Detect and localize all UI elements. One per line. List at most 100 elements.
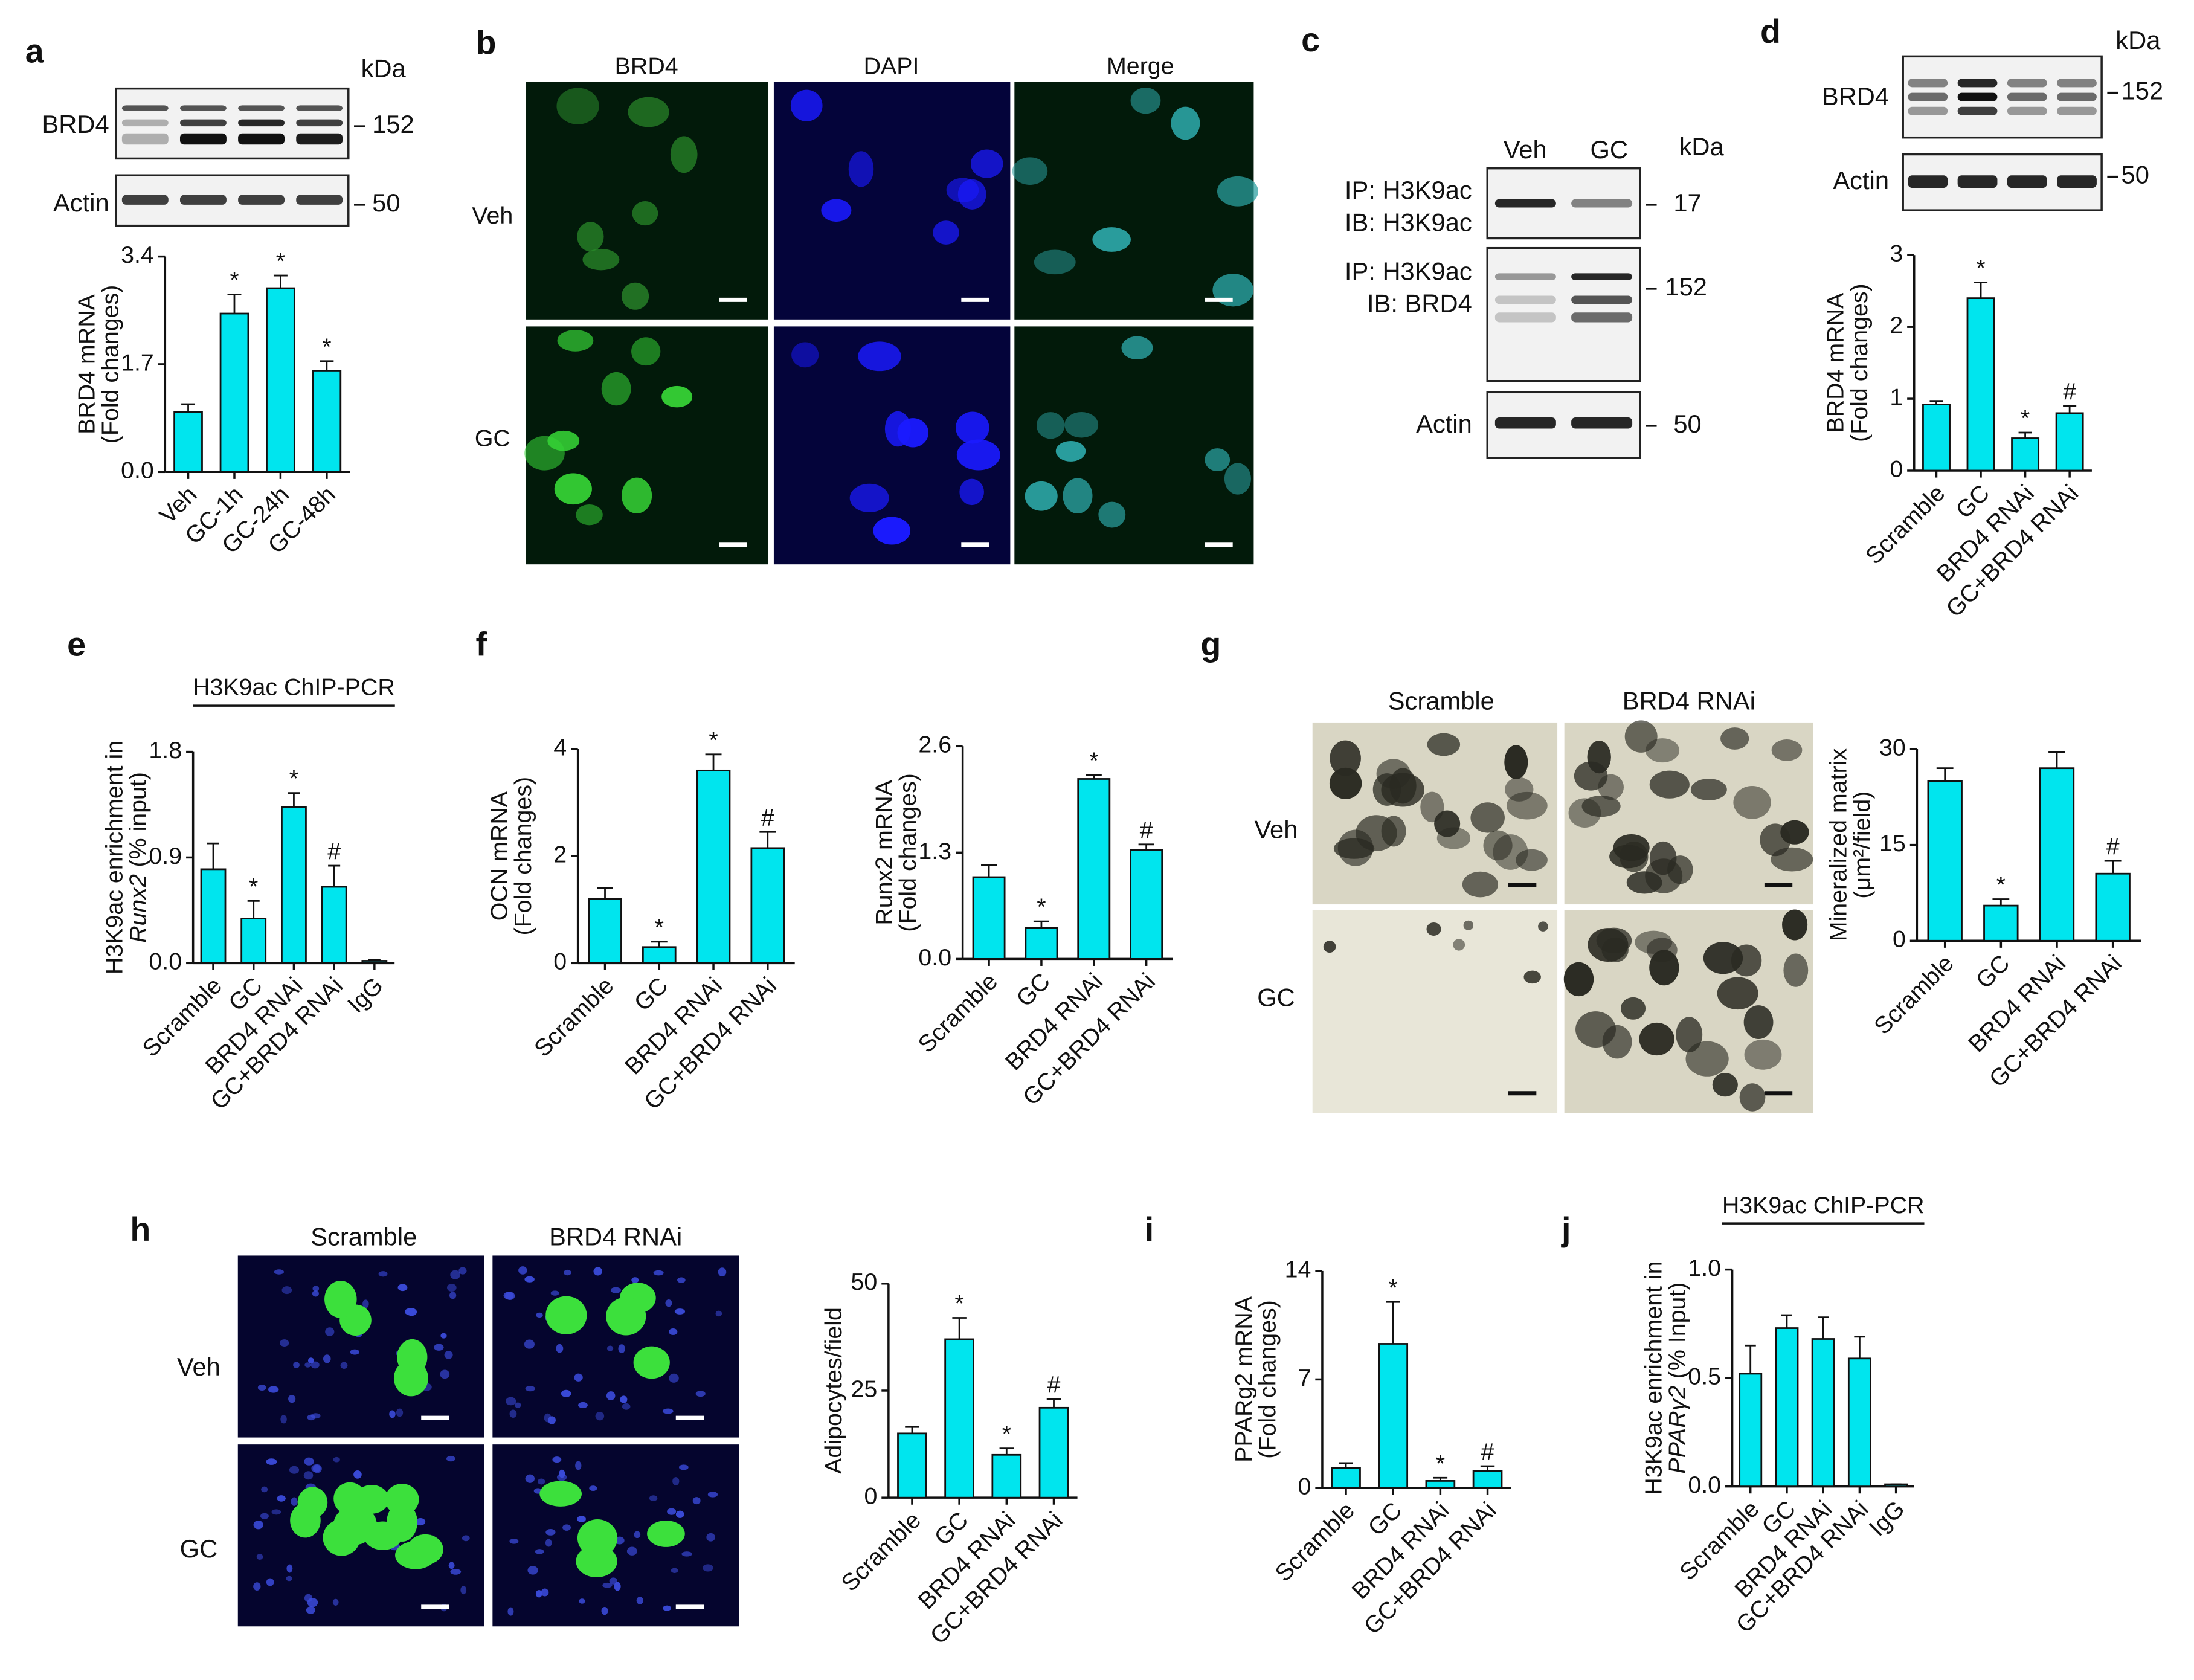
cell — [1337, 829, 1374, 866]
cell — [695, 1391, 706, 1397]
band — [2007, 175, 2047, 188]
y-axis-label: (Fold changes) — [97, 285, 124, 444]
error-bar — [368, 959, 381, 961]
cell — [946, 178, 979, 203]
cell — [378, 1271, 388, 1277]
cell — [525, 1386, 535, 1392]
cell — [548, 1416, 556, 1424]
bar — [1847, 1357, 1871, 1488]
significance-label: # — [1047, 1372, 1061, 1398]
cell — [257, 1384, 266, 1391]
cell — [1523, 970, 1541, 984]
bar — [1739, 1373, 1763, 1488]
cell — [593, 1267, 603, 1276]
kda-label: kDa — [361, 54, 407, 83]
y-tick-label: 0.0 — [1688, 1472, 1721, 1498]
cell — [545, 1529, 556, 1536]
x-tick-label: GC — [629, 972, 673, 1016]
significance-label: * — [655, 914, 664, 941]
blot-size: 50 — [2122, 161, 2149, 189]
cell — [628, 97, 669, 127]
band — [1957, 106, 1998, 115]
error-bar — [227, 294, 242, 314]
y-axis-label: (Fold changes) — [895, 773, 921, 932]
cell — [674, 1308, 686, 1315]
x-tick-label: IgG — [1864, 1496, 1910, 1542]
blot-row-label: IP: H3K9ac — [1345, 176, 1472, 204]
significance-label: * — [1389, 1275, 1398, 1301]
micrograph — [237, 1255, 484, 1438]
cell — [304, 1594, 313, 1603]
cell — [307, 1414, 315, 1421]
bar — [1038, 1406, 1069, 1499]
cell — [715, 1310, 722, 1317]
error-bar — [1745, 1344, 1756, 1374]
cell — [274, 1269, 285, 1275]
bar — [2095, 872, 2131, 942]
cell — [1034, 249, 1076, 275]
cell — [1420, 791, 1444, 823]
band — [1571, 199, 1633, 208]
cell — [669, 1373, 679, 1383]
row-label: GC — [475, 425, 510, 451]
cell — [289, 1466, 300, 1474]
adipocyte — [647, 1521, 685, 1547]
cell — [323, 1354, 331, 1363]
cell — [333, 1456, 340, 1463]
cell — [1171, 106, 1200, 140]
error-bar — [999, 1447, 1014, 1455]
cell — [578, 1402, 588, 1408]
cell — [554, 473, 592, 505]
error-bar — [1818, 1316, 1829, 1339]
bar — [312, 370, 342, 473]
adipocyte — [606, 1297, 646, 1336]
significance-label: # — [2106, 834, 2120, 860]
y-tick-label: 1.3 — [918, 838, 951, 864]
cell — [340, 1362, 348, 1369]
cell — [1330, 740, 1361, 776]
y-axis-label: PPARγ2 (% Input) — [1664, 1283, 1691, 1474]
adipocyte — [539, 1481, 582, 1507]
cell — [1649, 770, 1690, 799]
cell — [564, 1269, 571, 1276]
error-bar — [597, 887, 613, 900]
cell — [310, 1361, 320, 1369]
cell — [280, 1415, 287, 1424]
cell — [1639, 1022, 1674, 1056]
bar — [1983, 904, 2019, 942]
cell — [1376, 759, 1411, 789]
y-axis-label: Runx2 (% input) — [125, 772, 152, 943]
row-label: GC — [1257, 983, 1295, 1012]
cell — [1685, 1041, 1729, 1077]
adipocyte — [577, 1519, 618, 1557]
bar — [1775, 1327, 1799, 1488]
band — [2007, 79, 2047, 88]
cell — [1426, 922, 1441, 936]
cell — [1427, 733, 1461, 756]
cell — [1329, 767, 1362, 799]
cell — [462, 1535, 470, 1542]
column-label: Scramble — [310, 1223, 417, 1251]
cell — [601, 372, 631, 406]
band — [121, 119, 169, 127]
bar — [588, 898, 622, 964]
panel-label: j — [1561, 1211, 1571, 1248]
cell — [362, 1299, 369, 1308]
band — [1494, 199, 1556, 208]
cell — [280, 1339, 289, 1347]
gene-name: PPARγ2 — [1664, 1386, 1691, 1474]
bar — [1077, 778, 1111, 960]
y-tick-label: 1.0 — [1688, 1255, 1721, 1281]
cell — [1598, 774, 1624, 800]
error-bar — [1929, 400, 1943, 405]
cell — [671, 1568, 678, 1573]
cell — [661, 385, 693, 408]
error-bar — [1480, 1465, 1495, 1471]
band — [296, 119, 343, 127]
cell — [509, 1409, 517, 1418]
cell — [460, 1586, 467, 1595]
cell — [589, 1485, 597, 1491]
error-bar — [1046, 1398, 1061, 1408]
cell — [545, 1539, 552, 1547]
cell — [1055, 440, 1086, 462]
